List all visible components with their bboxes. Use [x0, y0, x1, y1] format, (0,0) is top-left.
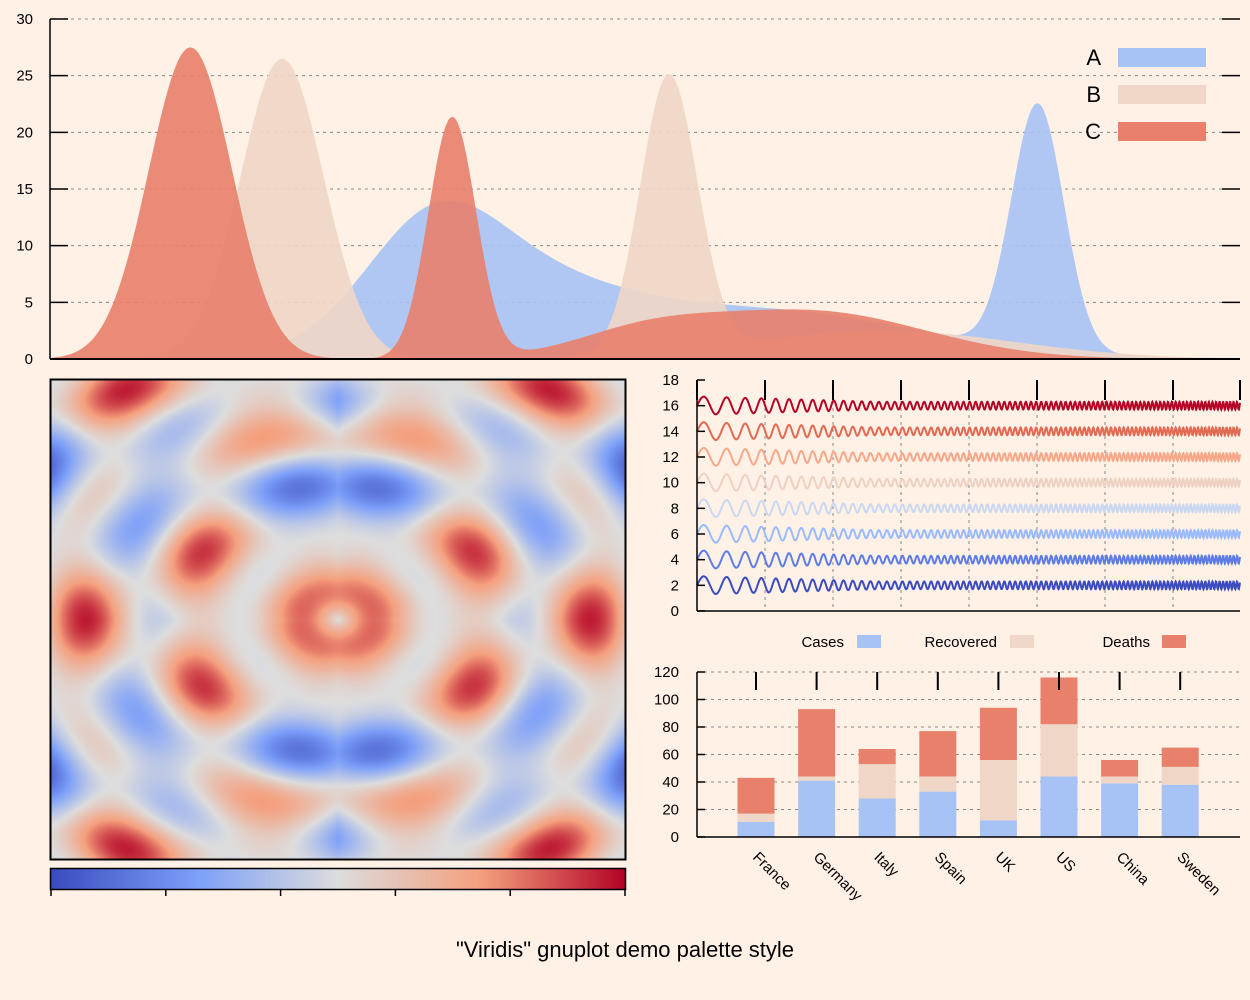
bar-cases-uk: [979, 820, 1017, 837]
heatmap-image: [51, 380, 625, 859]
bar-cases-china: [1101, 783, 1139, 837]
wave-line-16: [696, 395, 1241, 416]
waves-lines: [696, 395, 1241, 596]
density-area-B: [50, 58, 1240, 360]
density-ytick-label: 10: [16, 238, 33, 255]
waves-axes: 0 2 4 6 8 10 12 14 16 18: [662, 372, 1241, 620]
bars-ytick-label: 100: [654, 692, 679, 709]
bar-deaths-spain: [919, 731, 957, 777]
density-ytick-label: 20: [16, 124, 33, 141]
bars-ytick-label: 0: [671, 829, 679, 846]
bar-recovered-spain: [919, 776, 957, 792]
bars-ytick-label: 20: [662, 802, 679, 819]
waves-ytick-label: 8: [671, 500, 679, 517]
colorbar-image: [51, 869, 625, 889]
density-area-C: [50, 47, 1240, 360]
waves-ytick-label: 10: [662, 475, 679, 492]
legend-label-B: B: [1086, 82, 1101, 107]
bar-deaths-germany: [798, 709, 836, 777]
wave-line-14: [696, 421, 1241, 442]
bar-cases-us: [1040, 776, 1078, 837]
legend-swatch-B: [1118, 85, 1206, 104]
density-ytick-label: 25: [16, 68, 33, 85]
bar-cases-france: [737, 821, 775, 837]
wave-line-2: [696, 575, 1241, 596]
waves-ytick-label: 14: [662, 423, 679, 440]
wave-line-10: [696, 472, 1241, 493]
bars-ytick-label: 80: [662, 719, 679, 736]
wave-line-8: [696, 498, 1241, 519]
waves-ytick-label: 4: [671, 552, 679, 569]
bars-ytick-label: 60: [662, 747, 679, 764]
legend-swatch-C: [1118, 122, 1206, 141]
bars-ytick-label: 120: [654, 664, 679, 681]
bars-legend-label-cases: Cases: [801, 634, 844, 651]
wave-line-6: [696, 523, 1241, 544]
bars-rects: [737, 677, 1199, 837]
legend-swatch-A: [1118, 48, 1206, 67]
bar-deaths-france: [737, 777, 775, 814]
density-areas: [50, 47, 1240, 360]
bar-cases-sweden: [1161, 784, 1199, 837]
waves-ytick-label: 2: [671, 577, 679, 594]
waves-ytick-label: 0: [671, 603, 679, 620]
density-ytick-label: 15: [16, 181, 33, 198]
density-legend: ABC: [1085, 45, 1206, 144]
bar-recovered-france: [737, 813, 775, 822]
figure-title: "Viridis" gnuplot demo palette style: [456, 937, 794, 962]
waves-ytick-label: 6: [671, 526, 679, 543]
bars-legend-swatch-cases: [857, 635, 881, 648]
bar-recovered-us: [1040, 724, 1078, 777]
bars-legend: Cases Recovered Deaths: [801, 634, 1186, 651]
density-ytick-label: 0: [25, 351, 33, 368]
bar-deaths-sweden: [1161, 747, 1199, 767]
heatmap-border: [49, 378, 627, 861]
waves-ytick-label: 12: [662, 449, 679, 466]
wave-line-4: [696, 549, 1241, 570]
bar-cases-germany: [798, 780, 836, 837]
legend-label-A: A: [1086, 45, 1101, 70]
waves-ytick-label: 16: [662, 398, 679, 415]
colorbar-border: [49, 867, 627, 891]
heatmap-chart: [49, 378, 627, 896]
legend-label-C: C: [1085, 119, 1101, 144]
bars-ytick-label: 40: [662, 774, 679, 791]
bars-legend-swatch-deaths: [1162, 635, 1186, 648]
bar-deaths-italy: [858, 749, 896, 765]
bar-recovered-china: [1101, 776, 1139, 784]
density-ytick-label: 5: [25, 294, 33, 311]
density-ytick-label: 30: [16, 11, 33, 28]
bar-cases-spain: [919, 791, 957, 837]
bars-legend-label-deaths: Deaths: [1102, 634, 1150, 651]
waves-ytick-label: 18: [662, 372, 679, 389]
waves-chart: 0 2 4 6 8 10 12 14 16 18: [662, 372, 1241, 620]
bar-deaths-china: [1101, 760, 1139, 777]
bar-recovered-uk: [979, 760, 1017, 821]
bar-recovered-germany: [798, 776, 836, 781]
colorbar-ticks: [50, 889, 626, 896]
wave-line-12: [696, 446, 1241, 467]
bar-recovered-italy: [858, 764, 896, 799]
bar-cases-italy: [858, 798, 896, 837]
bars-legend-swatch-recovered: [1010, 635, 1034, 648]
bar-deaths-uk: [979, 707, 1017, 760]
bars-legend-label-recovered: Recovered: [924, 634, 997, 651]
density-axes: 0 5 10 15 20 25 30: [16, 11, 1240, 368]
bar-recovered-sweden: [1161, 766, 1199, 785]
density-chart: 0 5 10 15 20 25 30 ABC: [16, 11, 1240, 368]
